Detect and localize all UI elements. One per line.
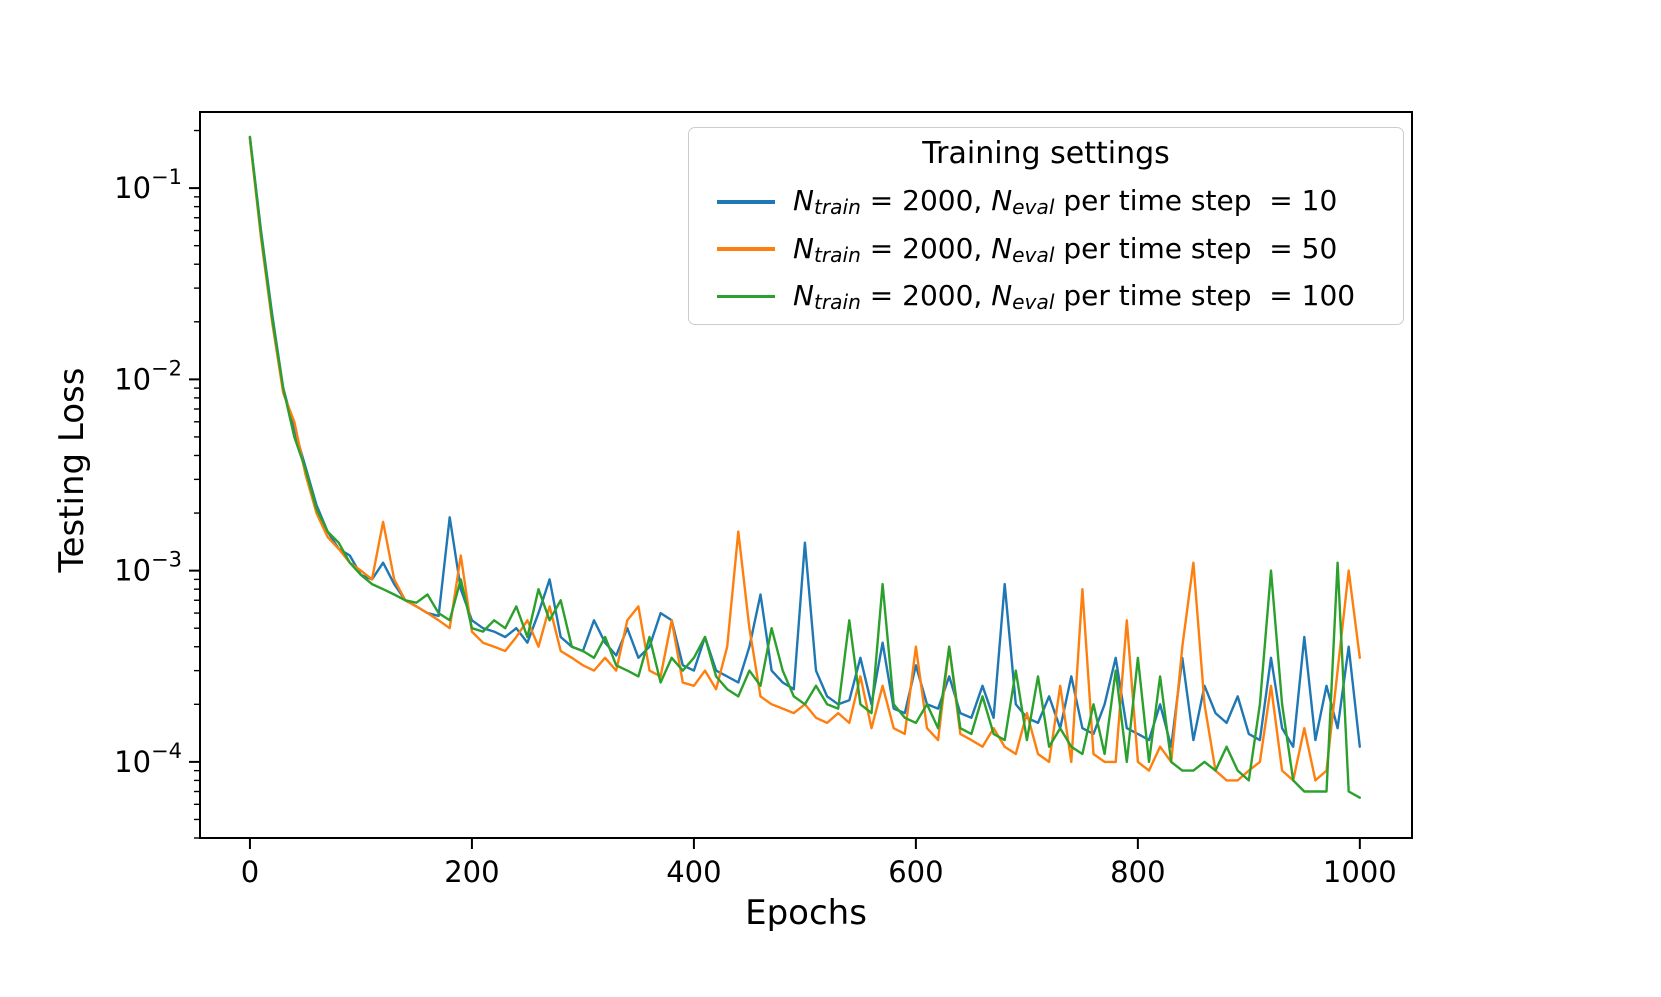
y-axis-label: Testing Loss [52,367,92,573]
legend-swatch-series-3 [717,294,775,299]
svg-text:10−3: 10−3 [114,548,182,588]
legend-entry: Ntrain = 2000, Neval per time step = 50 [709,232,1383,267]
legend-label-series-2: Ntrain = 2000, Neval per time step = 50 [793,231,1338,267]
legend-swatch-series-2 [717,247,775,251]
legend-label-series-3: Ntrain = 2000, Neval per time step = 100 [793,278,1356,314]
legend-swatch-series-1 [717,200,775,204]
legend-entry: Ntrain = 2000, Neval per time step = 10 [709,184,1383,219]
svg-text:200: 200 [444,855,499,889]
legend-entry: Ntrain = 2000, Neval per time step = 100 [709,279,1383,314]
legend: Training settings Ntrain = 2000, Neval p… [688,127,1404,325]
svg-text:400: 400 [666,855,721,889]
svg-text:10−2: 10−2 [114,356,182,396]
svg-text:10−4: 10−4 [114,739,182,779]
svg-text:1000: 1000 [1323,855,1397,889]
svg-text:10−1: 10−1 [114,165,182,205]
x-axis-label: Epochs [745,893,867,933]
legend-title: Training settings [922,136,1170,171]
svg-text:800: 800 [1110,855,1165,889]
legend-label-series-1: Ntrain = 2000, Neval per time step = 10 [793,184,1338,220]
svg-text:600: 600 [888,855,943,889]
svg-text:0: 0 [241,855,259,889]
